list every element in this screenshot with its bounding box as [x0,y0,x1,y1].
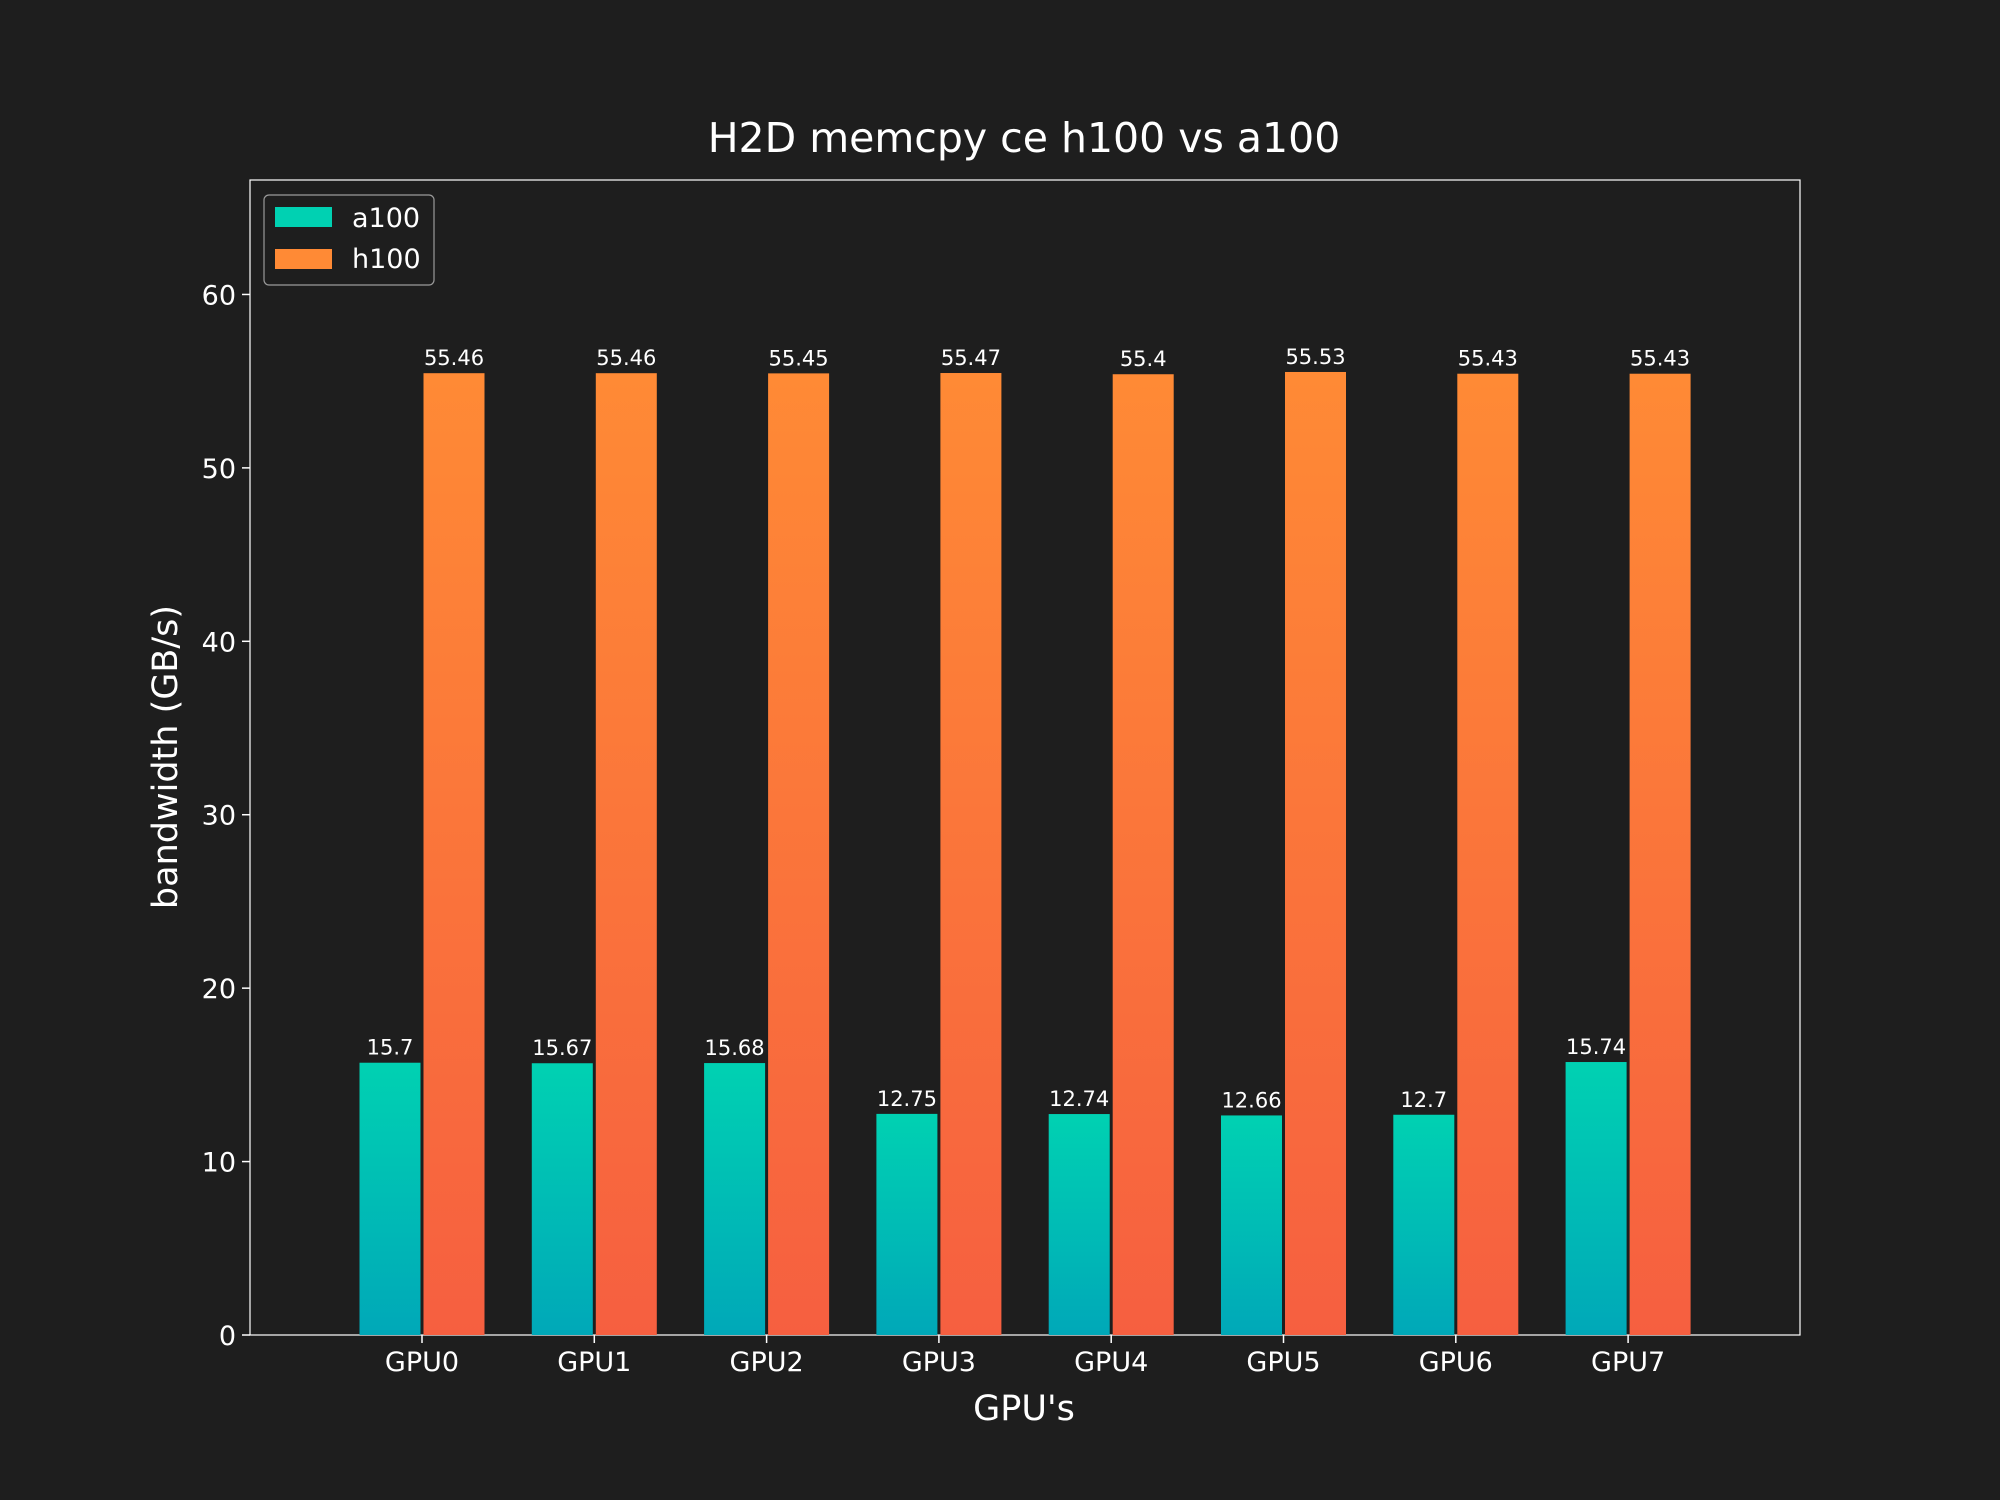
bar-a100-gpu2 [704,1063,766,1335]
x-axis-title: GPU's [973,1389,1075,1429]
y-tick-label: 30 [202,801,236,832]
data-label-h100-gpu6: 55.43 [1458,347,1518,371]
bar-a100-gpu5 [1221,1115,1282,1335]
data-label-a100-gpu1: 15.67 [532,1036,592,1060]
data-label-h100-gpu1: 55.46 [596,346,656,370]
y-tick-label: 50 [202,454,236,485]
legend-label-h100: h100 [352,244,421,275]
data-label-h100-gpu5: 55.53 [1285,345,1345,369]
y-tick-label: 10 [202,1148,236,1179]
data-label-a100-gpu0: 15.7 [367,1036,414,1060]
data-label-a100-gpu3: 12.75 [877,1087,937,1111]
data-label-h100-gpu3: 55.47 [941,346,1001,370]
bar-a100-gpu3 [876,1113,938,1335]
data-label-h100-gpu4: 55.4 [1120,347,1167,371]
x-tick-label: GPU4 [1074,1347,1148,1378]
bar-a100-gpu7 [1565,1062,1627,1335]
x-tick-label: GPU5 [1246,1347,1320,1378]
data-label-h100-gpu2: 55.45 [769,346,829,370]
x-tick-label: GPU6 [1419,1347,1493,1378]
data-label-a100-gpu6: 12.7 [1400,1088,1447,1112]
bar-a100-gpu4 [1048,1114,1110,1335]
y-axis-title: bandwidth (GB/s) [146,605,186,909]
legend-swatch-h100 [275,249,332,269]
bar-a100-gpu6 [1393,1114,1455,1335]
bar-h100-gpu3 [940,373,1002,1335]
plot-area-frame [249,179,1801,1336]
bar-a100-gpu0 [359,1062,421,1335]
bar-h100-gpu5 [1285,371,1346,1335]
bar-a100-gpu1 [531,1063,593,1335]
x-tick-label: GPU7 [1591,1347,1665,1378]
legend-swatch-a100 [275,207,332,227]
bar-h100-gpu0 [423,373,485,1335]
bar-h100-gpu6 [1457,373,1519,1335]
data-label-a100-gpu4: 12.74 [1049,1087,1109,1111]
y-tick-label: 60 [202,280,236,311]
bar-h100-gpu7 [1629,373,1691,1335]
y-axis: 0 10 20 30 40 50 60 [202,280,250,1352]
data-label-a100-gpu2: 15.68 [705,1036,765,1060]
x-tick-label: GPU2 [730,1347,804,1378]
data-label-h100-gpu0: 55.46 [424,346,484,370]
x-tick-label: GPU1 [557,1347,631,1378]
data-label-a100-gpu5: 12.66 [1221,1088,1281,1112]
y-tick-label: 40 [202,627,236,658]
x-tick-label: GPU0 [385,1347,459,1378]
data-label-h100-gpu7: 55.43 [1630,347,1690,371]
data-labels-group: 15.7 55.46 15.67 55.46 15.68 55.45 12.75 55.47 1… [367,345,1691,1112]
data-label-a100-gpu7: 15.74 [1566,1035,1626,1059]
y-tick-label: 0 [219,1321,236,1352]
legend: a100 h100 [263,194,435,286]
bars-group [359,371,1691,1335]
bar-h100-gpu2 [768,373,830,1335]
y-tick-label: 20 [202,974,236,1005]
x-axis: GPU0 GPU1 GPU2 GPU3 GPU4 GPU5 GPU6 GPU7 [385,1335,1665,1378]
legend-label-a100: a100 [352,203,420,234]
x-tick-label: GPU3 [902,1347,976,1378]
bar-h100-gpu1 [595,373,657,1335]
bar-h100-gpu4 [1112,374,1174,1335]
chart-title: H2D memcpy ce h100 vs a100 [708,114,1341,162]
